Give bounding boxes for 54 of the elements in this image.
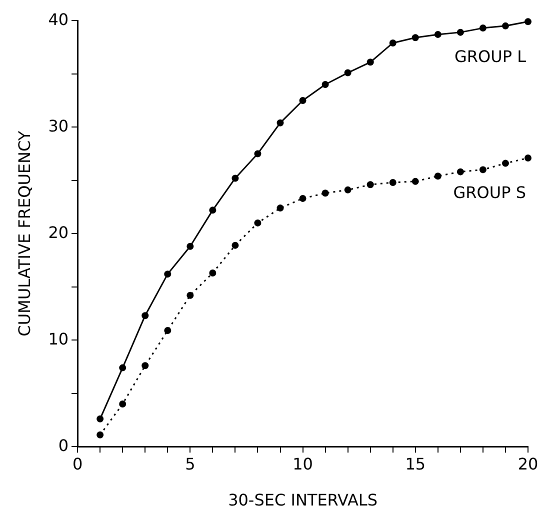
point (479, 24, 486, 32)
point (142, 312, 149, 320)
point (524, 18, 532, 26)
point (479, 166, 486, 174)
point (119, 400, 126, 408)
y-tick-label: 0 (58, 436, 69, 455)
point (412, 178, 419, 185)
point (254, 219, 262, 226)
point (142, 362, 149, 370)
point (366, 181, 374, 188)
point (186, 242, 194, 250)
point (524, 154, 532, 162)
y-tick-label: 10 (48, 329, 69, 348)
point (389, 178, 396, 186)
point (96, 415, 104, 422)
point (502, 22, 509, 30)
point (209, 270, 216, 277)
point (232, 174, 239, 182)
point (96, 431, 104, 438)
x-tick-label: 0 (72, 454, 83, 474)
x-tick-label: 20 (518, 454, 538, 474)
x-tick-label: 5 (185, 454, 196, 474)
point (322, 81, 329, 88)
point (389, 39, 396, 46)
y-tick-label: 20 (48, 222, 69, 242)
y-axis-title: CUMULATIVE FREQUENCY (14, 130, 34, 336)
point (276, 204, 284, 212)
x-tick-label: 15 (405, 454, 426, 474)
x-tick-label: 10 (292, 454, 313, 474)
point (456, 28, 464, 36)
point (254, 150, 262, 158)
point (232, 242, 239, 249)
series-label: GROUP L (454, 46, 526, 66)
point (164, 270, 172, 278)
point (299, 194, 306, 202)
point (502, 160, 509, 167)
point (434, 30, 442, 38)
point (276, 119, 284, 126)
x-axis-title: 30-SEC INTERVALS (228, 490, 378, 510)
point (434, 172, 442, 180)
point (344, 186, 352, 194)
point (322, 190, 329, 197)
point (119, 364, 126, 372)
y-tick-label: 30 (48, 116, 69, 136)
point (456, 168, 464, 176)
point (412, 34, 419, 42)
point (344, 69, 352, 76)
point (164, 327, 172, 334)
point (366, 58, 374, 66)
point (186, 292, 194, 299)
point (209, 206, 216, 214)
y-tick-label: 40 (48, 10, 69, 29)
point (299, 96, 306, 104)
series-label: GROUP S (453, 183, 526, 202)
